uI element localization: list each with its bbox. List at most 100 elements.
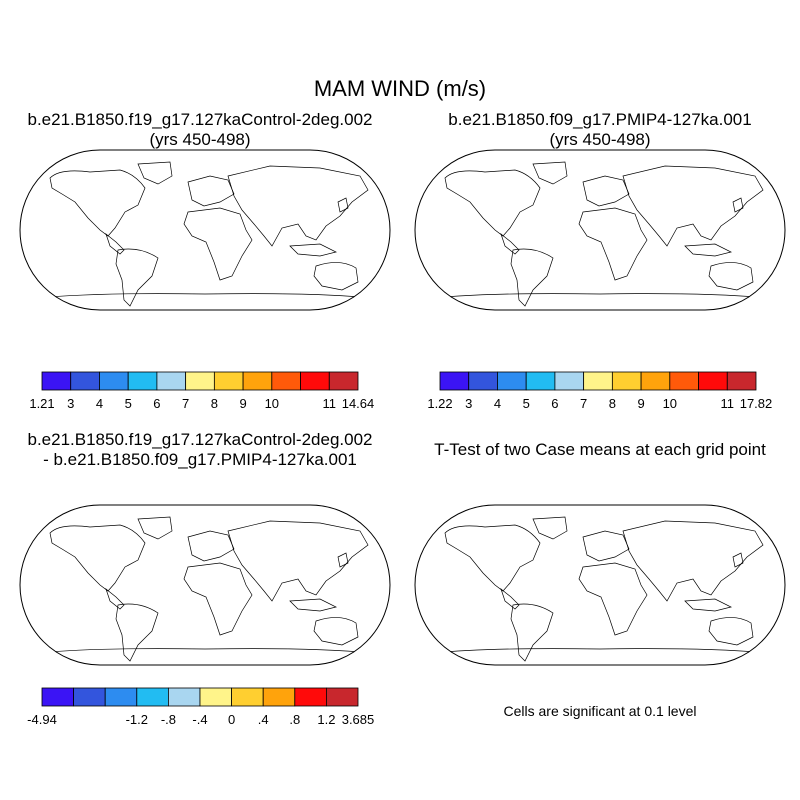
grid-cell <box>62 659 70 665</box>
grid-cell <box>422 519 430 527</box>
map-control <box>19 149 391 311</box>
grid-cell <box>377 659 385 665</box>
grid-cell <box>429 162 437 165</box>
grid-cell <box>772 652 780 660</box>
grid-cell <box>363 290 371 298</box>
colorbar-swatch <box>136 687 169 707</box>
grid-cell <box>384 617 390 625</box>
colorbar-swatch <box>439 371 470 391</box>
colorbar-swatch <box>156 371 187 391</box>
grid-cell <box>758 645 766 653</box>
grid-cell <box>765 283 773 291</box>
grid-cell <box>422 164 430 172</box>
grid-cell <box>377 297 385 305</box>
grid-cell <box>765 519 773 527</box>
colorbar-swatch <box>213 371 244 391</box>
grid-cell <box>779 624 785 632</box>
grid-cell <box>377 150 385 158</box>
grid-cell <box>48 297 56 305</box>
colorbar-tick-label: 14.64 <box>342 396 375 411</box>
grid-cell <box>436 162 444 165</box>
colorbar-swatch <box>262 687 296 707</box>
grid-cell <box>377 517 385 520</box>
colorbar-tick-label: 8 <box>609 396 616 411</box>
grid-cell <box>384 519 390 527</box>
grid-cell <box>27 638 35 646</box>
grid-cell <box>772 276 780 284</box>
grid-cell <box>415 185 423 193</box>
panel-title-line1: b.e21.B1850.f19_g17.127kaControl-2deg.00… <box>27 430 373 449</box>
grid-cell <box>758 659 766 665</box>
grid-cell <box>450 304 458 310</box>
colorbar-tick-label: .8 <box>289 712 300 727</box>
grid-cell <box>429 638 437 646</box>
grid-cell <box>377 638 385 646</box>
grid-cell <box>429 290 437 298</box>
grid-cell <box>779 192 785 200</box>
grid-cell <box>422 283 430 291</box>
grid-cell <box>436 659 444 665</box>
grid-cell <box>20 631 28 639</box>
grid-cell <box>457 304 465 310</box>
grid-cell <box>737 304 745 310</box>
colorbar-tick-label: 7 <box>580 396 587 411</box>
grid-cell <box>429 283 437 291</box>
grid-cell <box>450 505 458 513</box>
grid-cell <box>779 162 785 165</box>
grid-cell <box>779 297 785 305</box>
grid-cell <box>772 283 780 291</box>
grid-cell <box>20 178 28 186</box>
colorbar-tick-label: 10 <box>265 396 279 411</box>
grid-cell <box>41 645 49 653</box>
grid-cell <box>34 164 42 172</box>
grid-cell <box>384 505 392 513</box>
grid-cell <box>48 517 56 520</box>
panel-title-control: b.e21.B1850.f19_g17.127kaControl-2deg.00… <box>0 110 400 150</box>
grid-cell <box>415 517 423 520</box>
grid-cell <box>415 164 423 172</box>
grid-cell <box>779 547 785 555</box>
grid-cell <box>450 150 458 158</box>
panel-title-line1: T-Test of two Case means at each grid po… <box>434 440 766 459</box>
grid-cell <box>27 162 35 165</box>
grid-cell <box>751 517 759 520</box>
grid-cell <box>779 540 785 548</box>
grid-cell <box>415 269 423 277</box>
map-ttest <box>414 504 786 666</box>
grid-cell <box>27 178 35 186</box>
grid-cell <box>772 164 780 172</box>
grid-cell <box>751 652 759 660</box>
grid-cell <box>429 304 437 310</box>
grid-cell <box>772 533 780 541</box>
grid-cell <box>415 505 423 513</box>
grid-cell <box>779 185 785 193</box>
grid-cell <box>27 150 35 158</box>
grid-cell <box>34 652 42 660</box>
colorbar-tick-label: 3 <box>67 396 74 411</box>
grid-cell <box>377 304 385 310</box>
grid-cell <box>744 304 752 310</box>
grid-cell <box>436 150 444 158</box>
grid-cell <box>779 178 785 186</box>
grid-cell <box>27 533 35 541</box>
map-border <box>414 504 786 666</box>
grid-cell <box>779 617 785 625</box>
grid-cell <box>443 517 451 520</box>
grid-cell <box>34 645 42 653</box>
colorbar-swatch <box>242 371 273 391</box>
grid-cell <box>370 283 378 291</box>
panel-title-ttest: T-Test of two Case means at each grid po… <box>400 440 800 460</box>
map-difference <box>19 504 392 666</box>
grid-cell <box>20 624 28 632</box>
grid-cell <box>384 185 390 193</box>
grid-cell <box>27 631 35 639</box>
colorbar-swatch <box>199 687 233 707</box>
grid-cell <box>422 533 430 541</box>
grid-cell <box>27 645 35 653</box>
grid-cell <box>422 645 430 653</box>
grid-cell <box>34 659 42 665</box>
grid-cell <box>20 283 28 291</box>
grid-cell <box>758 297 766 305</box>
grid-cell <box>779 631 785 639</box>
grid-cell <box>20 297 28 305</box>
